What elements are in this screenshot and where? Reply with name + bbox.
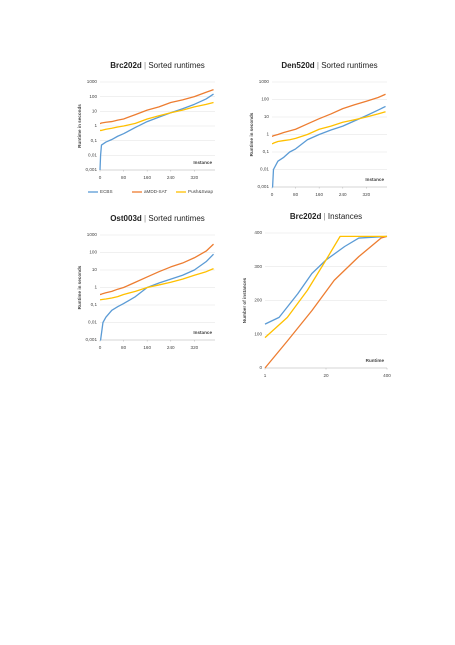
y-tick-label: 200 <box>254 298 262 303</box>
x-tick-label: 160 <box>143 345 151 350</box>
y-tick-label: 100 <box>254 331 262 336</box>
x-tick-label: 0 <box>271 192 274 197</box>
x-tick-label: 20 <box>323 373 329 378</box>
title-sub: Instances <box>328 212 362 221</box>
title-main: Den520d <box>281 61 314 70</box>
y-tick-label: 1 <box>266 132 269 137</box>
series-line <box>271 111 386 145</box>
x-axis-label: Runtime <box>366 358 385 363</box>
series-line <box>264 235 388 369</box>
title-sub: Sorted runtimes <box>321 61 377 70</box>
y-tick-label: 100 <box>261 97 269 102</box>
series-line <box>99 101 214 132</box>
y-tick-label: 1000 <box>87 79 98 84</box>
y-tick-label: 10 <box>92 109 98 114</box>
legend-label: Push&Swap <box>188 189 213 194</box>
y-tick-label: 10 <box>92 267 98 272</box>
y-tick-label: 0,001 <box>86 337 98 342</box>
title-sub: Sorted runtimes <box>148 61 204 70</box>
series-line <box>271 93 386 137</box>
title-main: Brc202d <box>110 61 142 70</box>
title-separator: | <box>321 212 328 221</box>
title-main: Brc202d <box>290 212 322 221</box>
series-line <box>99 89 214 125</box>
title-main: Ost003d <box>110 214 142 223</box>
y-axis-label: Runtime in seconds <box>249 112 254 156</box>
x-tick-label: 240 <box>339 192 347 197</box>
y-tick-label: 1 <box>94 123 97 128</box>
series-line <box>99 268 214 301</box>
x-tick-label: 160 <box>143 175 151 180</box>
y-tick-label: 0,1 <box>91 138 98 143</box>
series-line <box>264 235 387 339</box>
x-tick-label: 160 <box>315 192 323 197</box>
y-tick-label: 0,1 <box>91 302 98 307</box>
chart-title: Den520d | Sorted runtimes <box>281 61 377 70</box>
chart: Brc202d | Sorted runtimes 0,001 0,01 0,1 1 10… <box>77 61 215 194</box>
series-line <box>99 93 214 171</box>
chart: Den520d | Sorted runtimes 0,001 0,01 0,1 1 10… <box>249 61 387 197</box>
x-axis-label: Instance <box>365 177 384 182</box>
x-tick-label: 240 <box>167 175 175 180</box>
x-tick-label: 80 <box>121 175 127 180</box>
x-tick-label: 320 <box>363 192 371 197</box>
x-tick-label: 320 <box>191 175 199 180</box>
series-line <box>99 243 214 296</box>
chart-title: Brc202d | Sorted runtimes <box>110 61 205 70</box>
x-tick-label: 80 <box>121 345 127 350</box>
chart: Brc202d | Instances 0 100 200 300 400 1 20 400 Ru… <box>242 212 391 378</box>
legend-label: aMDD-SAT <box>144 189 167 194</box>
y-axis-label: Runtime in seconds <box>77 104 82 148</box>
y-tick-label: 1000 <box>87 232 98 237</box>
y-axis-label: Number of instances <box>242 277 247 323</box>
title-sub: Sorted runtimes <box>148 214 204 223</box>
series-line <box>264 235 388 325</box>
y-tick-label: 0,001 <box>258 184 270 189</box>
x-tick-label: 400 <box>383 373 391 378</box>
legend-label: ECBS <box>100 189 113 194</box>
series-line <box>99 253 214 341</box>
x-axis-label: Instance <box>193 160 212 165</box>
y-tick-label: 0,1 <box>263 149 270 154</box>
y-tick-label: 0,01 <box>88 320 97 325</box>
chart-title: Ost003d | Sorted runtimes <box>110 214 205 223</box>
y-tick-label: 10 <box>264 114 270 119</box>
y-axis-label: Runtime in seconds <box>77 265 82 309</box>
x-tick-label: 0 <box>99 345 102 350</box>
x-axis-label: Instance <box>193 330 212 335</box>
x-tick-label: 240 <box>167 345 175 350</box>
title-separator: | <box>142 214 149 223</box>
series-line <box>271 105 386 188</box>
y-tick-label: 400 <box>254 230 262 235</box>
x-tick-label: 1 <box>264 373 267 378</box>
x-tick-label: 0 <box>99 175 102 180</box>
y-tick-label: 1 <box>94 285 97 290</box>
title-separator: | <box>315 61 322 70</box>
title-separator: | <box>142 61 149 70</box>
y-tick-label: 100 <box>89 250 97 255</box>
y-tick-label: 300 <box>254 264 262 269</box>
y-tick-label: 100 <box>89 94 97 99</box>
y-tick-label: 0,01 <box>260 167 269 172</box>
y-tick-label: 1000 <box>259 79 270 84</box>
chart-title: Brc202d | Instances <box>290 212 362 221</box>
y-tick-label: 0 <box>259 365 262 370</box>
y-tick-label: 0,01 <box>88 153 97 158</box>
y-tick-label: 0,001 <box>86 167 98 172</box>
chart: Ost003d | Sorted runtimes 0,001 0,01 0,1 1 10… <box>77 214 215 350</box>
x-tick-label: 320 <box>191 345 199 350</box>
x-tick-label: 80 <box>293 192 299 197</box>
